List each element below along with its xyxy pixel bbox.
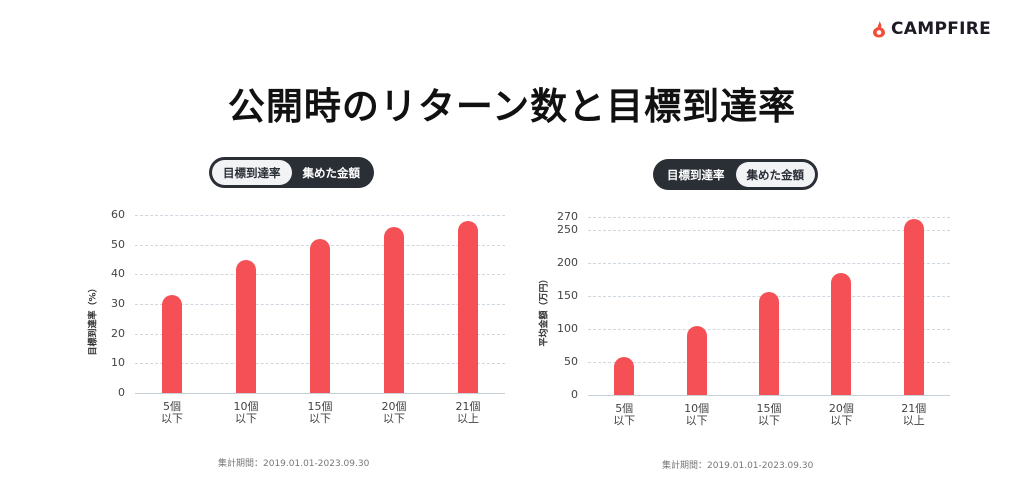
average-amount-chart: 0 50 100 150 200 250 270 5個 以下 10個 以下 15個 以下 20個 以下 21個… xyxy=(557,210,950,427)
x-tick-label: 20個 以下 xyxy=(381,400,407,425)
toggle-option-amount[interactable]: 集めた金額 xyxy=(735,162,815,187)
bar[interactable] xyxy=(614,356,635,395)
bar[interactable] xyxy=(384,226,404,393)
bar[interactable] xyxy=(458,220,478,393)
y-tick-label: 0 xyxy=(118,386,125,399)
y-tick-label: 270 xyxy=(557,210,578,223)
y-tick-label: 30 xyxy=(111,297,125,310)
x-tick-label: 21個 以上 xyxy=(901,402,927,427)
grid-line xyxy=(588,263,950,265)
y-tick-label: 40 xyxy=(111,267,125,281)
y-axis-label: 目標到達率（%） xyxy=(88,283,99,356)
y-tick-label: 60 xyxy=(111,208,125,221)
y-tick-label: 50 xyxy=(564,355,578,369)
x-tick-label: 5個 以下 xyxy=(613,402,636,427)
x-tick-label: 21個 以上 xyxy=(455,400,481,425)
bar[interactable] xyxy=(162,295,182,393)
bar[interactable] xyxy=(310,238,330,393)
y-tick-label: 10 xyxy=(111,356,125,370)
toggle-option-goal-rate[interactable]: 目標到達率 xyxy=(212,160,292,185)
footnote: 集計期間：2019.01.01-2023.09.30 xyxy=(218,459,370,469)
bar[interactable] xyxy=(686,325,707,395)
grid-line xyxy=(135,215,505,216)
x-tick-label: 5個 以下 xyxy=(161,400,183,425)
y-tick-label: 0 xyxy=(571,388,578,401)
y-tick-label: 250 xyxy=(557,223,578,237)
y-axis-label: 平均金額（万円） xyxy=(539,274,550,347)
page-title: 公開時のリターン数と目標到達率 xyxy=(227,85,797,128)
x-tick-label: 20個 以下 xyxy=(828,402,854,427)
x-tick-label: 10個 以下 xyxy=(684,402,710,427)
x-axis-line xyxy=(135,393,505,394)
y-tick-label: 20 xyxy=(111,326,125,340)
x-axis-line xyxy=(588,395,950,396)
campfire-logo[interactable]: CAMPFIRE xyxy=(871,19,991,39)
goal-rate-chart: 0 10 20 30 40 50 60 5個 以下 10個 以下 15個 以下 20個 以下 21個 以上 xyxy=(111,208,505,425)
x-tick-label: 15個 以下 xyxy=(756,402,782,427)
metric-toggle-left[interactable]: 目標到達率 集めた金額 xyxy=(209,157,374,188)
y-tick-label: 100 xyxy=(557,322,578,336)
y-tick-label: 150 xyxy=(557,289,578,303)
flame-icon xyxy=(873,21,885,38)
metric-toggle-right[interactable]: 目標到達率 集めた金額 xyxy=(653,159,818,190)
toggle-option-amount[interactable]: 集めた金額 xyxy=(302,165,361,180)
y-tick-label: 200 xyxy=(557,256,578,270)
footnote: 集計期間：2019.01.01-2023.09.30 xyxy=(662,461,814,471)
grid-line xyxy=(588,230,950,232)
x-tick-label: 10個 以下 xyxy=(233,400,259,425)
bar[interactable] xyxy=(236,259,256,393)
x-tick-label: 15個 以下 xyxy=(307,400,333,425)
bar[interactable] xyxy=(831,273,852,395)
grid-line xyxy=(588,217,950,218)
brand-name: CAMPFIRE xyxy=(891,19,992,39)
toggle-option-goal-rate[interactable]: 目標到達率 xyxy=(667,167,725,182)
bar[interactable] xyxy=(759,292,779,395)
bar[interactable] xyxy=(903,218,924,395)
y-tick-label: 50 xyxy=(111,237,125,251)
